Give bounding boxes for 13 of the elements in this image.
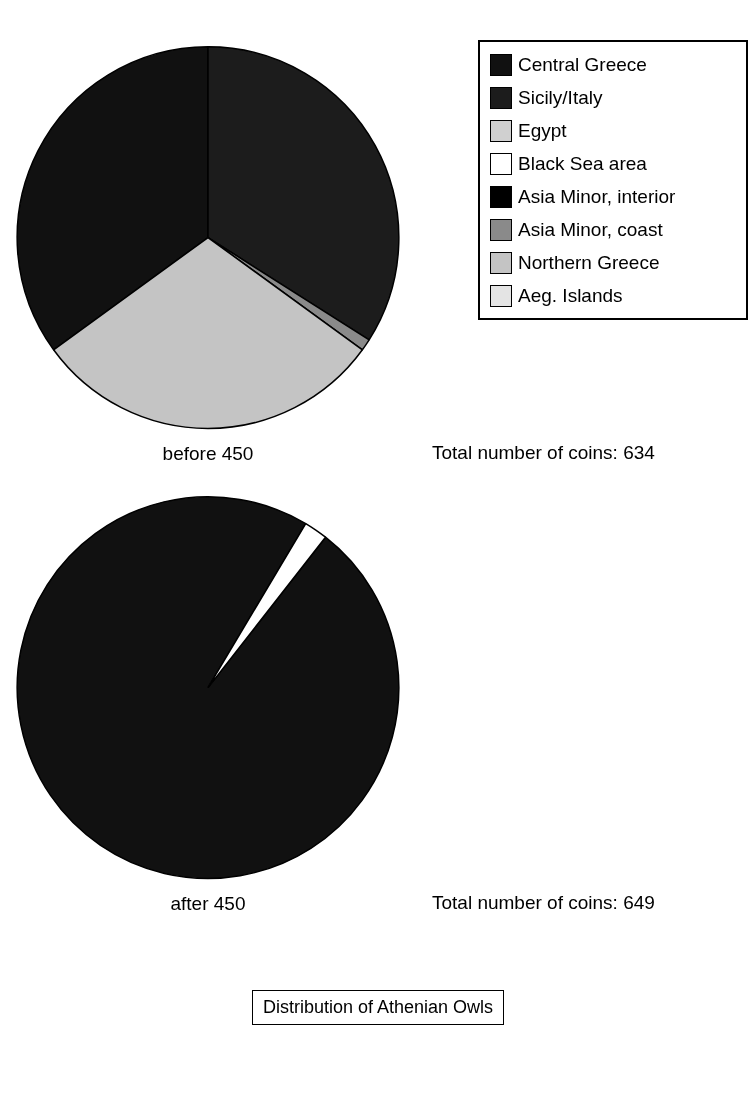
text: before 450 [162, 442, 254, 464]
text: Total number of coins: 649 [432, 892, 655, 914]
legend-label: Asia Minor, interior [518, 185, 676, 208]
legend-label: Black Sea area [518, 152, 647, 175]
legend-label: Asia Minor, coast [518, 218, 663, 241]
legend-label: Northern Greece [518, 251, 660, 274]
legend-label: Central Greece [518, 53, 647, 76]
text: Total number of coins: 634 [432, 442, 655, 464]
legend-label: Egypt [518, 119, 567, 142]
text: after 450 [170, 892, 246, 914]
text: Distribution of Athenian Owls [251, 990, 505, 1025]
legend-label: Aeg. Islands [518, 284, 623, 307]
legend-label: Sicily/Italy [518, 86, 603, 109]
